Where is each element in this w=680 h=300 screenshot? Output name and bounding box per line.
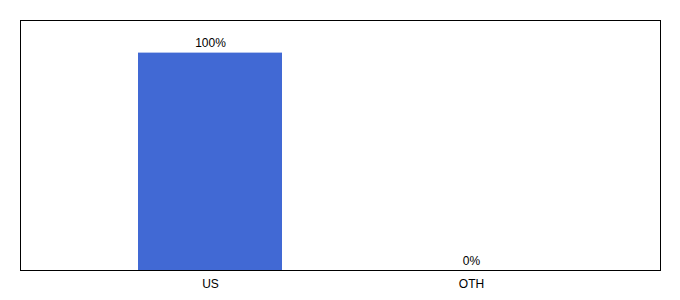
svg-text:US: US: [202, 277, 219, 291]
svg-text:0%: 0%: [463, 254, 481, 268]
svg-text:OTH: OTH: [459, 277, 484, 291]
svg-text:100%: 100%: [195, 36, 226, 50]
